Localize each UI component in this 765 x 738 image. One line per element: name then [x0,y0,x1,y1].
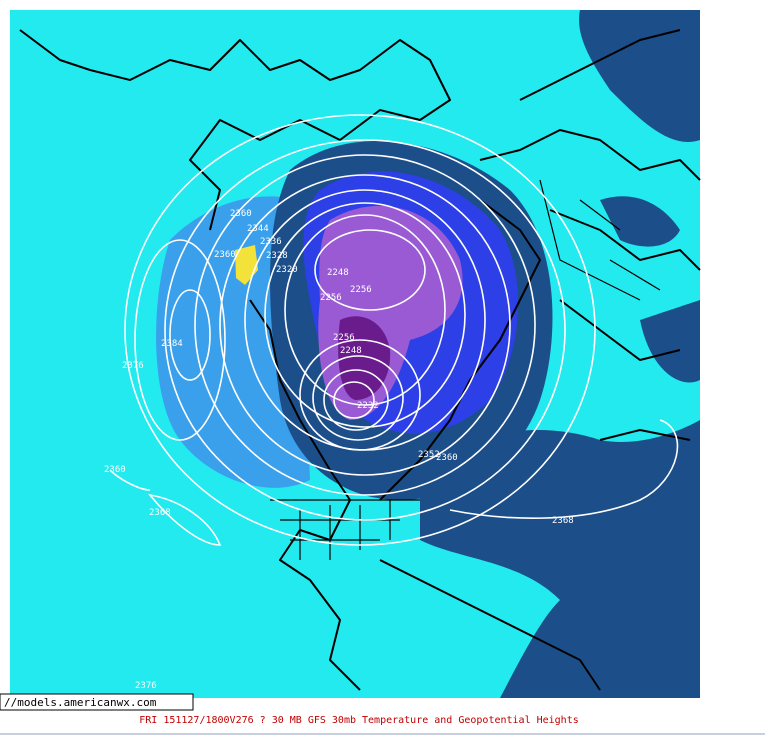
political-border [270,179,661,560]
caption: FRI 151127/1800V276 ? 30 MB GFS 30mb Tem… [139,715,579,726]
contour-label: 2352 [418,450,440,460]
map-panel: 2360 2344 2336 2360 2328 2320 2248 2256 … [10,10,701,698]
shade-dark [600,196,680,247]
contour-label: 2376 [135,681,157,691]
contour-label: 2336 [260,237,282,247]
contour-line [194,154,536,496]
contour-label: 2248 [340,346,362,356]
shade-dark [640,300,700,383]
contour-label: 2376 [122,361,144,371]
contour-line [314,229,426,311]
contour-label: 2256 [350,285,372,295]
contour-label: 2360 [104,465,126,475]
contour-label: 2256 [320,293,342,303]
contour-label: 2344 [247,224,269,234]
contour-line [134,239,226,441]
coastline [519,29,701,361]
contour-line [264,202,466,428]
contour-line [219,174,511,476]
contour-label: 2232 [357,401,379,411]
contours [109,114,679,546]
contour-label: 2360 [436,453,458,463]
contour-label: 2248 [327,268,349,278]
contour-line [164,139,566,521]
coastline [19,29,451,231]
contour-line [323,369,389,431]
contour-label: 2384 [161,339,183,349]
contour-label: 2368 [552,516,574,526]
contour-line [148,493,222,546]
shade-dark [420,420,700,698]
contour-line [109,469,151,491]
contour-label: 2320 [276,265,298,275]
shade-deep-purple [338,316,391,400]
coastline [379,429,691,691]
contour-label: 2368 [149,508,171,518]
contour-label: 2360 [214,250,236,260]
watermark-box [0,693,194,711]
contour-line [169,289,211,381]
contour-line [449,419,679,519]
contour-line [299,339,421,451]
coastline [379,129,701,501]
contour-label: 2360 [230,209,252,219]
contour-line [124,114,596,546]
contour-label: 2256 [333,333,355,343]
shade-dark [579,10,700,142]
watermark: //models.americanwx.com [4,696,157,709]
contour-line [312,355,404,441]
contour-line [333,381,375,419]
contour-label: 2328 [266,251,288,261]
contour-line [284,214,446,406]
